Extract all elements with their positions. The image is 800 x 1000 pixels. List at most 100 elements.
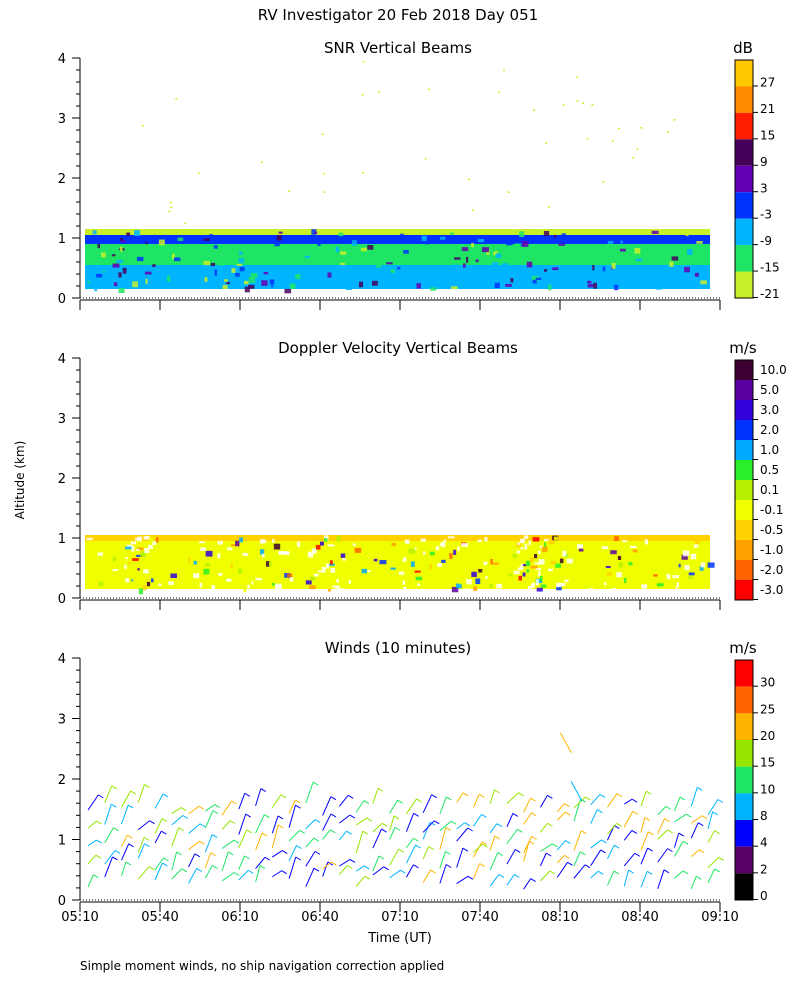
wind-barb bbox=[590, 839, 602, 849]
data-cell bbox=[269, 279, 275, 285]
wind-barb bbox=[523, 797, 531, 813]
data-cell bbox=[112, 556, 116, 562]
colorbar-label: 21 bbox=[760, 102, 775, 116]
wind-barb bbox=[570, 780, 583, 802]
data-layer bbox=[85, 244, 710, 265]
wind-barb bbox=[199, 840, 205, 845]
data-cell bbox=[553, 536, 559, 541]
data-cell bbox=[688, 572, 695, 576]
data-cell bbox=[345, 285, 353, 291]
wind-barb bbox=[628, 869, 634, 874]
wind-barb bbox=[413, 837, 419, 842]
data-cell bbox=[501, 263, 509, 269]
wind-barb bbox=[128, 843, 134, 848]
wind-barb bbox=[264, 814, 270, 818]
data-cell bbox=[611, 587, 616, 591]
data-cell bbox=[496, 583, 503, 589]
data-cell bbox=[244, 286, 250, 293]
wind-barb bbox=[143, 836, 150, 841]
colorbar-swatch bbox=[735, 360, 753, 380]
data-cell bbox=[653, 574, 658, 577]
wind-barb bbox=[95, 854, 102, 859]
data-cell bbox=[441, 541, 446, 548]
data-cell bbox=[102, 270, 106, 273]
data-cell bbox=[510, 278, 514, 283]
data-cell bbox=[173, 257, 181, 262]
wind-barb bbox=[405, 813, 415, 832]
wind-barb bbox=[199, 823, 206, 828]
colorbar-swatch bbox=[735, 560, 753, 580]
colorbar-label: -2.0 bbox=[760, 563, 783, 577]
data-cell bbox=[671, 256, 679, 261]
data-cell bbox=[457, 546, 460, 551]
wind-barb bbox=[430, 869, 436, 874]
data-cell bbox=[514, 579, 519, 585]
wind-barb bbox=[422, 869, 432, 883]
y-tick-label: 0 bbox=[58, 592, 66, 607]
wind-barb bbox=[405, 844, 417, 864]
wind-barb bbox=[204, 834, 213, 853]
wind-barb bbox=[288, 830, 301, 842]
wind-barb bbox=[96, 839, 102, 844]
wind-barb bbox=[580, 830, 587, 835]
wind-barb bbox=[176, 851, 182, 856]
wind-barb bbox=[472, 841, 483, 858]
wind-barb bbox=[564, 803, 570, 808]
wind-barb bbox=[255, 814, 265, 834]
data-cell bbox=[167, 284, 174, 289]
data-cell bbox=[346, 575, 351, 581]
data-cell bbox=[498, 244, 503, 250]
data-cell bbox=[556, 582, 562, 588]
data-cell bbox=[311, 548, 317, 554]
wind-barb bbox=[171, 851, 178, 871]
wind-barb bbox=[489, 823, 498, 834]
data-cell bbox=[224, 279, 228, 282]
data-cell bbox=[209, 233, 213, 240]
wind-barb bbox=[295, 856, 302, 861]
wind-barb bbox=[255, 832, 263, 851]
wind-barb bbox=[701, 815, 708, 820]
colorbar-swatch bbox=[735, 218, 753, 246]
data-cell bbox=[358, 281, 364, 288]
wind-barb bbox=[497, 852, 504, 856]
data-cell bbox=[239, 266, 245, 272]
data-cell bbox=[544, 538, 551, 542]
wind-barb bbox=[238, 793, 246, 810]
wind-barb bbox=[556, 811, 566, 821]
wind-barb bbox=[154, 793, 164, 809]
wind-barb bbox=[607, 823, 617, 835]
y-tick-label: 1 bbox=[58, 834, 66, 849]
data-cell bbox=[617, 555, 622, 561]
wind-barb bbox=[707, 830, 716, 843]
wind-barb bbox=[112, 856, 118, 861]
y-tick-label: 2 bbox=[58, 172, 66, 187]
data-cell bbox=[261, 553, 265, 558]
data-cell bbox=[172, 253, 175, 260]
wind-barb bbox=[657, 818, 666, 834]
wind-barb bbox=[517, 828, 523, 833]
data-layer bbox=[85, 235, 710, 244]
wind-barb bbox=[346, 830, 352, 835]
data-cell bbox=[611, 140, 614, 142]
data-cell bbox=[459, 580, 466, 585]
data-cell bbox=[535, 567, 541, 570]
data-cell bbox=[136, 536, 143, 542]
data-cell bbox=[314, 231, 318, 234]
data-cell bbox=[238, 568, 243, 574]
data-cell bbox=[336, 535, 341, 542]
data-cell bbox=[533, 554, 538, 559]
data-cell bbox=[137, 568, 140, 571]
data-cell bbox=[188, 557, 191, 563]
data-cell bbox=[205, 550, 213, 557]
wind-barb bbox=[277, 815, 284, 820]
data-cell bbox=[97, 552, 104, 556]
data-cell bbox=[124, 546, 132, 550]
wind-barb bbox=[194, 853, 201, 858]
wind-barb bbox=[439, 796, 447, 815]
wind-barb bbox=[413, 812, 419, 817]
data-cell bbox=[471, 571, 477, 577]
wind-barb bbox=[104, 785, 113, 804]
colorbar-frame bbox=[734, 59, 754, 299]
data-cell bbox=[535, 579, 539, 586]
wind-barb bbox=[362, 830, 369, 835]
